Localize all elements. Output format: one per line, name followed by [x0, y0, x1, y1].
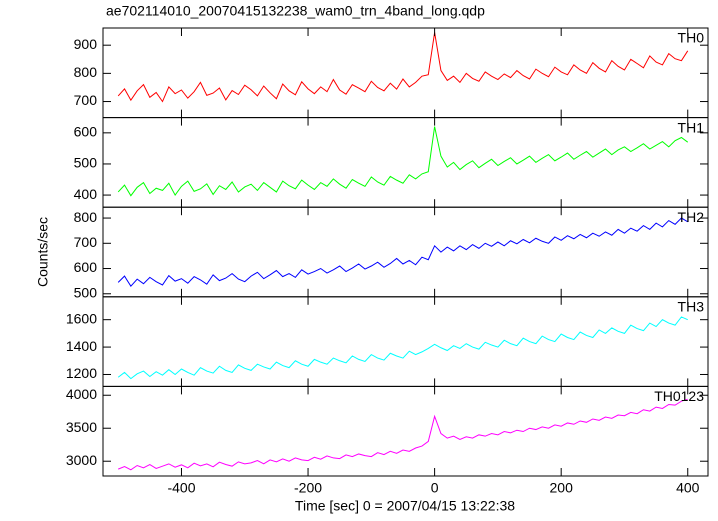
panel-frame [102, 296, 709, 387]
y-tick-label: 500 [74, 284, 98, 300]
series-label: TH0 [678, 30, 705, 46]
y-tick-label: 800 [74, 64, 98, 80]
y-axis-label: Counts/sec [35, 217, 51, 287]
x-tick-label: -200 [294, 480, 322, 496]
panel-frame [102, 27, 709, 119]
x-tick-label: -400 [167, 480, 195, 496]
series-label: TH3 [678, 299, 705, 315]
data-line [117, 398, 688, 471]
y-tick-label: 700 [74, 234, 98, 250]
y-tick-label: 1200 [66, 365, 97, 381]
y-tick-label: 1600 [66, 310, 97, 326]
y-tick-label: 4000 [66, 386, 97, 402]
data-line [117, 316, 688, 380]
data-line [117, 32, 689, 103]
panel-frame [102, 385, 709, 477]
y-tick-label: 800 [74, 209, 98, 225]
y-tick-label: 700 [74, 92, 98, 108]
chart-title: ae702114010_20070415132238_wam0_trn_4ban… [106, 3, 485, 19]
x-tick-label: 0 [431, 480, 439, 496]
y-tick-label: 1400 [66, 338, 97, 354]
y-tick-label: 3500 [66, 419, 97, 435]
data-line [117, 126, 689, 197]
data-line [117, 217, 689, 288]
y-tick-label: 600 [74, 259, 98, 275]
y-tick-label: 900 [74, 36, 98, 52]
y-tick-label: 400 [74, 186, 98, 202]
series-label: TH2 [678, 209, 705, 225]
y-tick-label: 3000 [66, 452, 97, 468]
panel-frame [102, 206, 709, 298]
series-label: TH0123 [654, 388, 704, 404]
y-tick-label: 600 [74, 124, 98, 140]
panel-frame [102, 117, 709, 208]
series-label: TH1 [678, 119, 705, 135]
x-axis-label: Time [sec] 0 = 2007/04/15 13:22:38 [295, 498, 515, 514]
x-tick-label: 200 [550, 480, 574, 496]
x-tick-label: 400 [676, 480, 700, 496]
y-tick-label: 500 [74, 155, 98, 171]
